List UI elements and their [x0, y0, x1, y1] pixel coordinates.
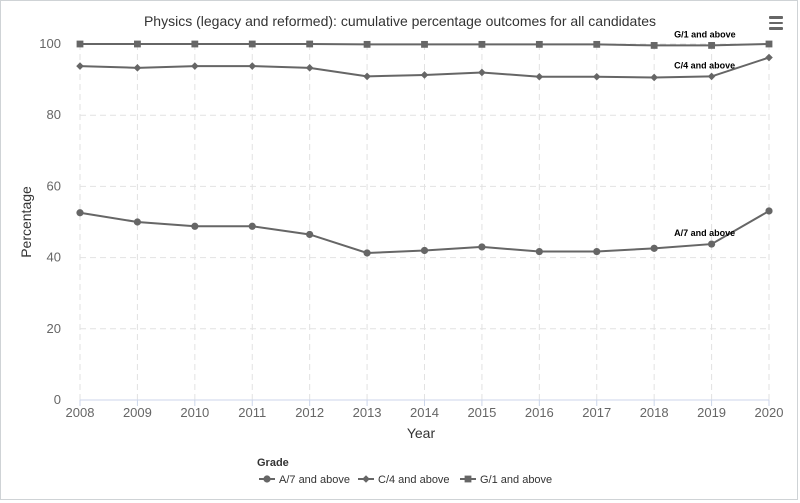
x-tick-label: 2015 [467, 405, 496, 420]
data-point [765, 40, 773, 48]
legend-label: G/1 and above [480, 474, 552, 486]
data-point [363, 40, 371, 48]
y-tick-label: 80 [47, 107, 61, 122]
legend-marker [362, 475, 370, 483]
data-point [248, 62, 257, 70]
y-tick-label: 40 [47, 250, 61, 265]
y-tick-label: 100 [39, 36, 61, 51]
data-point [191, 222, 199, 230]
x-tick-label: 2014 [410, 405, 439, 420]
data-point [650, 42, 658, 49]
series-label: C/4 and above [674, 60, 735, 70]
x-tick-label: 2011 [238, 405, 266, 420]
data-point [650, 244, 658, 252]
x-tick-label: 2008 [66, 405, 95, 420]
data-point [191, 40, 199, 48]
data-point [363, 249, 371, 257]
legend: Grade A/7 and above C/4 and above G/1 and a… [257, 457, 552, 486]
chart-menu-icon[interactable] [765, 13, 787, 33]
x-tick-label: 2018 [640, 405, 669, 420]
x-tick-label: 2017 [582, 405, 611, 420]
series-label: A/7 and above [674, 228, 735, 238]
data-point [707, 240, 716, 248]
data-point [478, 40, 486, 48]
x-tick-label: 2012 [295, 405, 324, 420]
legend-title: Grade [257, 457, 289, 469]
data-point [535, 72, 544, 81]
legend-marker [263, 475, 271, 483]
x-tick-label: 2010 [180, 405, 209, 420]
legend-marker [464, 475, 472, 483]
x-tick-label: 2013 [353, 405, 382, 420]
y-tick-label: 20 [47, 321, 61, 336]
series-label: G/1 and above [674, 29, 736, 39]
data-point [248, 222, 256, 230]
data-point [76, 40, 84, 48]
y-axis-title: Percentage [18, 186, 34, 258]
series-g-1: G/1 and above [76, 29, 773, 49]
data-point [305, 64, 314, 72]
data-point [765, 53, 773, 62]
data-point [76, 209, 84, 217]
data-point [421, 40, 428, 48]
data-point [478, 68, 486, 77]
x-tick-label: 2016 [525, 405, 554, 420]
series-c-4: C/4 and above [76, 53, 773, 82]
data-point [420, 246, 429, 255]
data-point [593, 40, 601, 48]
data-point [134, 40, 141, 48]
data-point [535, 247, 543, 256]
legend-label: A/7 and above [279, 474, 350, 486]
series-layer: A/7 and above C/4 and above G/1 and above [76, 29, 773, 257]
x-tick-label: 2019 [697, 405, 726, 420]
legend-label: C/4 and above [378, 474, 450, 486]
data-point [478, 243, 486, 251]
data-point [133, 218, 142, 226]
data-point [765, 207, 773, 215]
legend-item: G/1 and above [460, 474, 552, 486]
series-a-7: A/7 and above [76, 207, 773, 257]
data-point [708, 42, 715, 49]
data-point [248, 40, 256, 48]
legend-item: A/7 and above [259, 474, 350, 486]
data-point [592, 72, 601, 81]
data-point [363, 72, 371, 81]
x-tick-label: 2009 [123, 405, 152, 420]
chart-title: Physics (legacy and reformed): cumulativ… [144, 13, 656, 29]
y-tick-label: 0 [54, 392, 61, 407]
data-point [306, 40, 314, 48]
y-tick-label: 60 [47, 178, 61, 193]
data-point [191, 62, 199, 70]
data-point [133, 64, 142, 72]
grid-layer: 0 20 40 60 80 100 2008 2009 2010 2011 2012 2013 2014… [39, 36, 783, 420]
data-point [593, 247, 601, 256]
data-point [306, 230, 314, 239]
data-point [707, 72, 716, 81]
data-point [76, 62, 84, 70]
legend-item: C/4 and above [358, 474, 450, 486]
data-point [650, 73, 658, 82]
data-point [535, 40, 543, 48]
data-point [420, 71, 429, 79]
x-axis-title: Year [407, 425, 436, 441]
x-tick-label: 2020 [755, 405, 784, 420]
